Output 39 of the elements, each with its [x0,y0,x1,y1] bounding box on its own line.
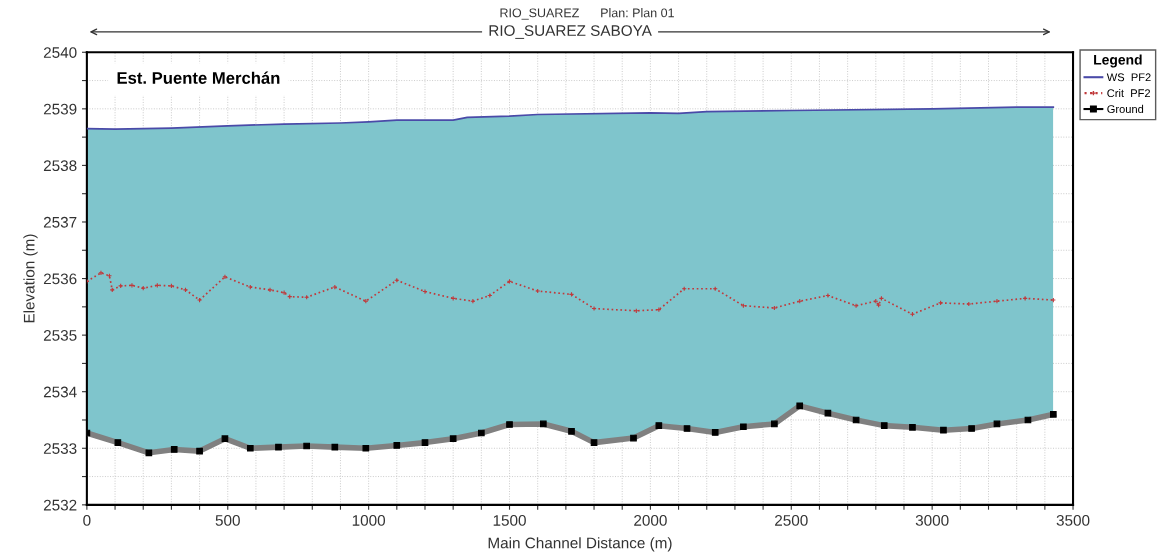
x-tick-label: 0 [83,514,91,526]
point [591,305,597,312]
y-tick-label: 2539 [43,103,77,115]
y-tick-label: 2538 [43,160,77,172]
x-tick-label: 3500 [1056,514,1090,526]
chart-title: RIO_SUAREZ Plan: Plan 01 [500,8,674,20]
point [994,298,1000,304]
point [129,282,135,288]
y-tick-label: 2532 [43,499,77,511]
point [332,284,338,290]
y-axis-title: Elevation (m) [23,234,38,323]
x-tick-label: 2500 [775,514,808,526]
legend-label: WS PF2 [1106,73,1151,82]
x-tick-label: 1500 [493,514,526,526]
x-tick-label: 1000 [352,514,386,526]
x-tick-label: 500 [215,514,240,526]
point [196,297,203,303]
legend-label: Crit PF2 [1107,88,1151,98]
x-tick-label: 3000 [915,514,949,526]
y-tick-label: 2540 [43,47,77,58]
y-tick-label: 2533 [43,443,77,454]
y-tick-label: 2536 [43,273,77,285]
annotation: Est. Puente Merchán [117,71,280,84]
legend-label: Ground [1107,104,1144,114]
y-tick-label: 2535 [43,330,77,341]
point [98,270,104,276]
point [422,288,428,295]
point [267,287,273,293]
text: RIO_SUAREZ SABOYA [489,25,652,39]
legend-title: Legend [1094,54,1142,68]
point [535,288,541,294]
point [1050,297,1056,303]
y-tick-label: 2534 [43,386,77,398]
point [771,305,778,311]
x-axis-title: Main Channel Distance (m) [488,537,672,552]
x-tick-label: 2000 [634,514,667,526]
y-tick-label: 2537 [43,216,77,228]
point [966,301,972,307]
point [247,284,253,290]
